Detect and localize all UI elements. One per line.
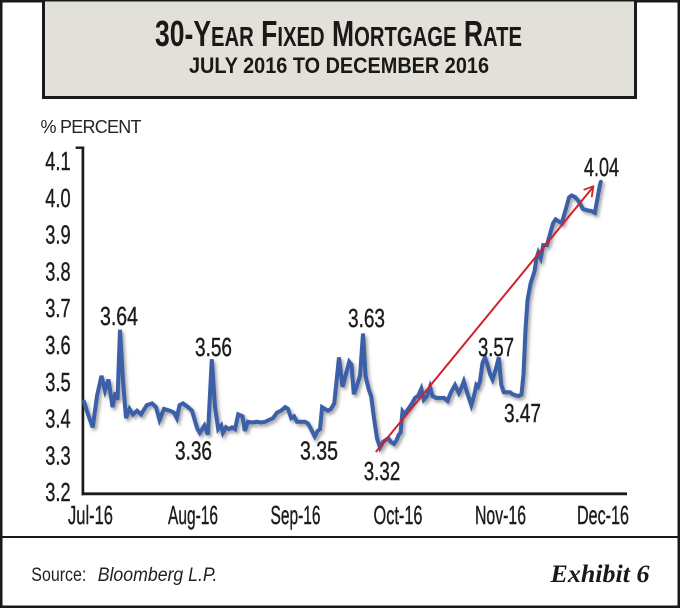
svg-text:3.5: 3.5 — [45, 367, 70, 397]
svg-text:3.7: 3.7 — [45, 293, 70, 323]
svg-text:Oct-16: Oct-16 — [374, 500, 423, 530]
svg-text:JULY 2016 TO DECEMBER 2016: JULY 2016 TO DECEMBER 2016 — [189, 53, 489, 78]
svg-text:3.8: 3.8 — [45, 256, 70, 286]
svg-text:4.04: 4.04 — [584, 152, 619, 182]
svg-text:Source:: Source: — [31, 564, 86, 586]
svg-text:Bloomberg L.P.: Bloomberg L.P. — [98, 564, 218, 586]
svg-text:% PERCENT: % PERCENT — [41, 117, 142, 137]
svg-text:Dec-16: Dec-16 — [577, 500, 629, 530]
svg-text:Exhibit 6: Exhibit 6 — [549, 561, 650, 588]
svg-text:3.32: 3.32 — [364, 456, 401, 486]
svg-text:3.35: 3.35 — [300, 436, 338, 466]
svg-text:3.3: 3.3 — [45, 440, 70, 470]
svg-text:Aug-16: Aug-16 — [168, 500, 218, 530]
svg-text:3.56: 3.56 — [195, 332, 232, 362]
svg-text:3.6: 3.6 — [45, 330, 70, 360]
svg-text:3.36: 3.36 — [175, 436, 212, 466]
svg-text:3.4: 3.4 — [45, 404, 70, 434]
svg-text:30-YEAR FIXED MORTGAGE RATE: 30-YEAR FIXED MORTGAGE RATE — [155, 13, 522, 54]
svg-text:Nov-16: Nov-16 — [475, 500, 526, 530]
svg-text:3.2: 3.2 — [45, 477, 70, 507]
svg-text:Jul-16: Jul-16 — [68, 500, 113, 530]
svg-text:3.57: 3.57 — [478, 332, 514, 362]
svg-text:3.9: 3.9 — [45, 220, 70, 250]
svg-text:4.0: 4.0 — [45, 183, 70, 213]
svg-text:4.1: 4.1 — [45, 146, 70, 176]
svg-text:3.47: 3.47 — [504, 398, 541, 428]
svg-text:3.64: 3.64 — [100, 301, 138, 331]
svg-text:3.63: 3.63 — [348, 303, 385, 333]
svg-text:Sep-16: Sep-16 — [271, 500, 321, 530]
